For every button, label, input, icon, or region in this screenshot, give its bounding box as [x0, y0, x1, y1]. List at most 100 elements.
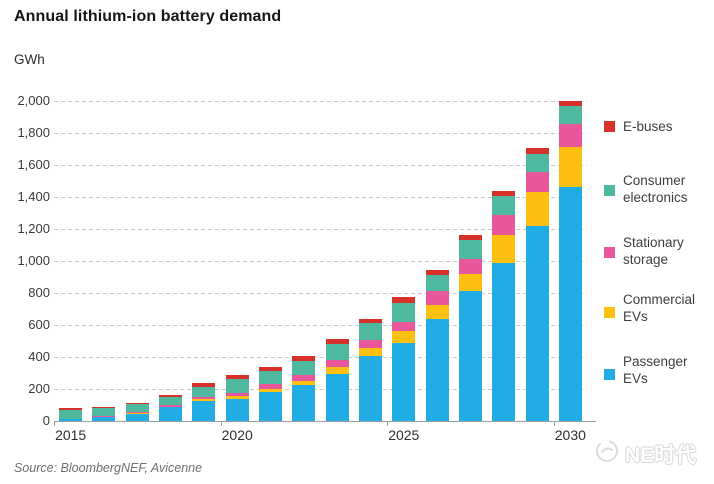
x-tick-label-2030: 2030: [554, 427, 586, 443]
bar-2020-segment-passenger-evs: [225, 398, 249, 421]
bar-2018-segment-consumer-electronics: [159, 397, 183, 406]
legend-swatch-e-buses: [604, 121, 615, 132]
bar-2021-segment-consumer-electronics: [259, 370, 283, 385]
bar-2022-segment-commercial-evs: [292, 381, 316, 385]
bar-2023-segment-e-buses: [325, 339, 349, 345]
bar-2015-segment-consumer-electronics: [59, 409, 83, 419]
x-tick-label-2020: 2020: [221, 427, 253, 443]
legend-label-commercial-evs: Commercial EVs: [623, 292, 696, 324]
bar-2024-segment-stationary-storage: [358, 340, 382, 349]
bar-2025-segment-passenger-evs: [392, 342, 416, 421]
bar-2030-segment-e-buses: [558, 101, 582, 106]
gridline-2000: [54, 101, 587, 102]
y-tick-label-1200: 1,200: [17, 221, 50, 236]
legend-swatch-passenger-evs: [604, 369, 615, 380]
bar-2023-segment-commercial-evs: [325, 367, 349, 374]
bar-2024-segment-consumer-electronics: [358, 323, 382, 341]
legend-swatch-commercial-evs: [604, 307, 615, 318]
bar-2020: [225, 374, 249, 421]
bar-2027-segment-commercial-evs: [458, 273, 482, 292]
bar-2018-segment-stationary-storage: [159, 405, 183, 407]
bar-2020-segment-consumer-electronics: [225, 378, 249, 394]
bar-2026-segment-e-buses: [425, 269, 449, 275]
bar-2017-segment-e-buses: [125, 402, 149, 405]
x-tick-2025: [387, 421, 389, 426]
y-tick-label-400: 400: [28, 349, 50, 364]
bar-2020-segment-stationary-storage: [225, 393, 249, 397]
bar-2026-segment-commercial-evs: [425, 305, 449, 319]
bar-2024-segment-passenger-evs: [358, 356, 382, 421]
watermark-logo-icon: [594, 438, 620, 469]
bar-2016-segment-e-buses: [92, 406, 116, 409]
x-tick-2020: [220, 421, 222, 426]
legend-label-consumer-electronics: Consumer electronics: [623, 173, 688, 205]
legend-swatch-stationary-storage: [604, 247, 615, 258]
y-tick-label-1000: 1,000: [17, 253, 50, 268]
legend-label-stationary-storage: Stationary storage: [623, 235, 684, 267]
bar-2026-segment-stationary-storage: [425, 291, 449, 306]
bar-2018: [159, 395, 183, 421]
bar-2022: [292, 356, 316, 421]
bar-2027-segment-passenger-evs: [458, 291, 482, 421]
bar-2024-segment-commercial-evs: [358, 348, 382, 357]
bar-2029-segment-e-buses: [525, 148, 549, 154]
gridline-1200: [54, 229, 587, 230]
bar-2026: [425, 269, 449, 421]
bar-2019-segment-consumer-electronics: [192, 386, 216, 398]
bar-2025-segment-e-buses: [392, 297, 416, 303]
y-tick-label-1400: 1,400: [17, 189, 50, 204]
y-tick-label-800: 800: [28, 285, 50, 300]
bar-2015-segment-e-buses: [59, 408, 83, 410]
bar-2025: [392, 297, 416, 421]
watermark: NE时代: [594, 438, 696, 469]
legend-item-consumer-electronics: Consumer electronics: [604, 172, 688, 206]
x-tick-2030: [553, 421, 555, 426]
legend-item-e-buses: E-buses: [604, 118, 673, 135]
bar-2017-segment-commercial-evs: [125, 413, 149, 414]
bar-2021: [259, 367, 283, 421]
bar-2019-segment-passenger-evs: [192, 401, 216, 421]
bar-2023-segment-consumer-electronics: [325, 344, 349, 361]
gridline-600: [54, 325, 587, 326]
chart-title: Annual lithium-ion battery demand: [14, 8, 282, 25]
bar-2017-segment-consumer-electronics: [125, 404, 149, 413]
plot-area: 2015 2020 2025 2030: [54, 101, 587, 443]
legend-item-commercial-evs: Commercial EVs: [604, 291, 695, 325]
bar-2022-segment-consumer-electronics: [292, 361, 316, 376]
bar-2024-segment-e-buses: [358, 318, 382, 324]
gridline-400: [54, 357, 587, 358]
gridline-200: [54, 389, 587, 390]
bar-2018-segment-commercial-evs: [159, 406, 183, 408]
gridline-1800: [54, 133, 587, 134]
bar-2020-segment-e-buses: [225, 374, 249, 379]
gridline-1600: [54, 165, 587, 166]
gridline-1000: [54, 261, 587, 262]
bar-2015-segment-passenger-evs: [59, 419, 83, 421]
bar-2023-segment-stationary-storage: [325, 360, 349, 368]
legend-swatch-consumer-electronics: [604, 185, 615, 196]
y-tick-label-2000: 2,000: [17, 93, 50, 108]
bar-2029-segment-stationary-storage: [525, 172, 549, 193]
bar-2025-segment-stationary-storage: [392, 321, 416, 332]
bar-2019: [192, 383, 216, 421]
bar-2016-segment-consumer-electronics: [92, 408, 116, 416]
bar-2023: [325, 339, 349, 421]
bar-2018-segment-passenger-evs: [159, 407, 183, 421]
bar-2028-segment-passenger-evs: [492, 262, 516, 421]
x-axis-line: [54, 421, 596, 422]
bar-2030-segment-stationary-storage: [558, 124, 582, 147]
bar-2025-segment-commercial-evs: [392, 331, 416, 343]
bar-2023-segment-passenger-evs: [325, 373, 349, 421]
bar-2021-segment-commercial-evs: [259, 389, 283, 393]
bar-2018-segment-e-buses: [159, 395, 183, 398]
bar-2028-segment-stationary-storage: [492, 215, 516, 236]
y-tick-label-600: 600: [28, 317, 50, 332]
bar-2028-segment-consumer-electronics: [492, 196, 516, 216]
bar-2028-segment-commercial-evs: [492, 235, 516, 263]
bar-2022-segment-stationary-storage: [292, 375, 316, 381]
bar-2024: [358, 318, 382, 421]
bar-2016: [92, 406, 116, 421]
bar-2016-segment-stationary-storage: [92, 415, 116, 417]
gridline-800: [54, 293, 587, 294]
